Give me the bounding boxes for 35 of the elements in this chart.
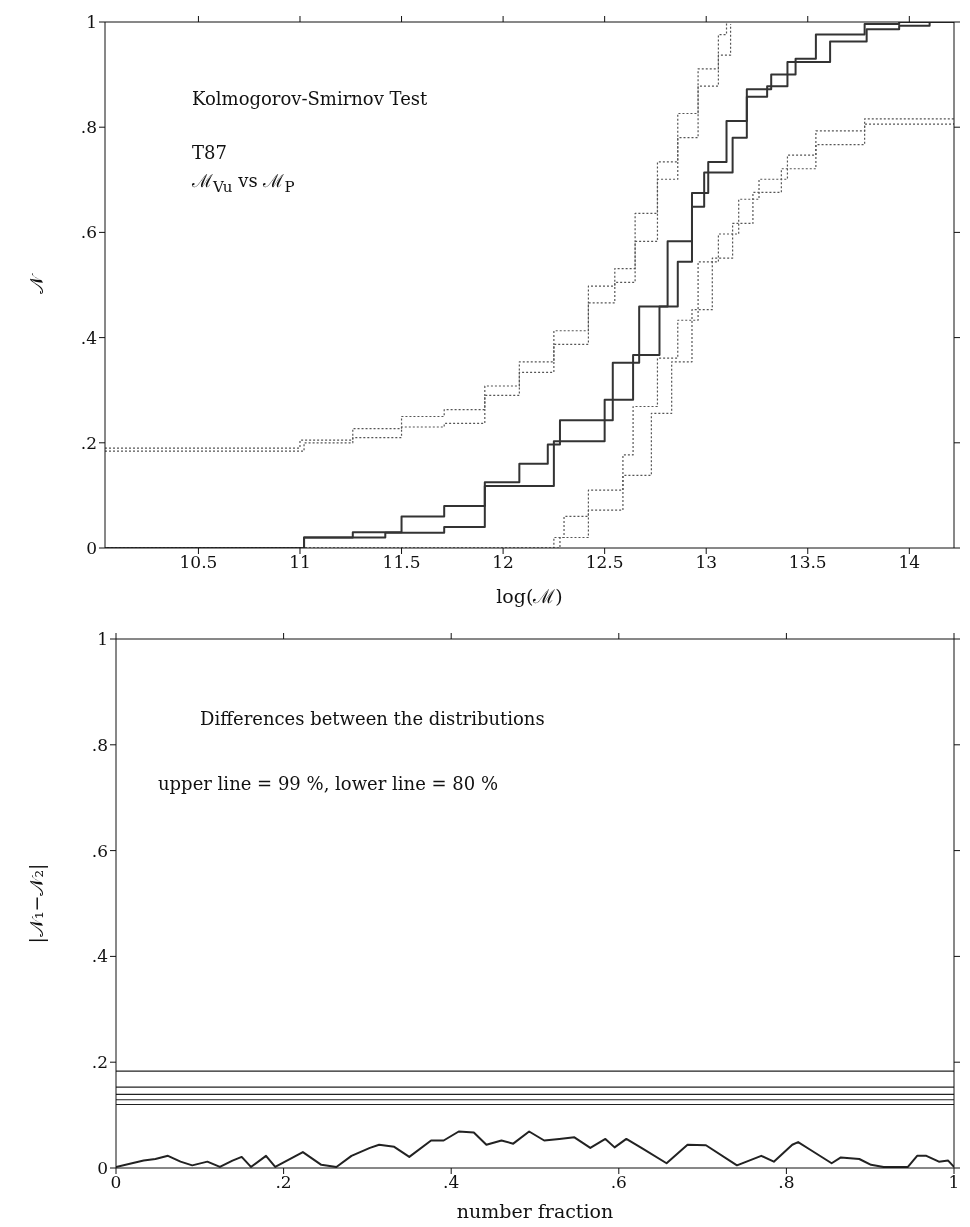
- y-tick-label: .8: [80, 117, 97, 138]
- x-tick-label: .8: [778, 1172, 795, 1193]
- annotation: Kolmogorov-Smirnov Test: [192, 88, 428, 109]
- x-tick-label: 11: [289, 552, 311, 573]
- x-tick-label: 10.5: [179, 552, 218, 573]
- annotation: Differences between the distributions: [200, 708, 545, 729]
- y-tick-label: .6: [91, 840, 108, 861]
- x-tick-label: 12.5: [585, 552, 624, 573]
- y-tick-label: .4: [80, 327, 97, 348]
- x-axis-title: log(ℳ): [496, 585, 563, 607]
- annotation: ℳ$_{Vu}$ vs ℳ$_{P}$: [192, 169, 295, 196]
- y-axis-title: |𝒩₁−𝒩₂|: [24, 863, 48, 944]
- x-tick-label: 0: [110, 1172, 122, 1193]
- y-tick-label: .2: [80, 432, 97, 453]
- y-tick-label: 1: [97, 629, 108, 650]
- y-tick-label: 0: [97, 1158, 108, 1179]
- y-tick-label: .6: [80, 222, 97, 243]
- x-tick-label: .4: [443, 1172, 460, 1193]
- x-tick-label: 14: [898, 552, 921, 573]
- y-tick-label: 0: [86, 538, 97, 559]
- x-tick-label: .2: [275, 1172, 292, 1193]
- y-axis-title: 𝒩: [24, 273, 47, 294]
- y-tick-label: .4: [91, 946, 108, 967]
- y-tick-label: 1: [86, 12, 97, 33]
- annotation: T87: [192, 142, 227, 163]
- y-tick-label: .8: [91, 734, 108, 755]
- annotation: upper line = 99 %, lower line = 80 %: [158, 773, 499, 794]
- y-tick-label: .2: [91, 1052, 108, 1073]
- x-tick-label: 13: [695, 552, 718, 573]
- x-axis-title: number fraction: [456, 1200, 614, 1222]
- x-tick-label: .6: [610, 1172, 627, 1193]
- x-tick-label: 1: [948, 1172, 960, 1193]
- x-tick-label: 12: [492, 552, 514, 573]
- x-tick-label: 13.5: [788, 552, 827, 573]
- x-tick-label: 11.5: [382, 552, 421, 573]
